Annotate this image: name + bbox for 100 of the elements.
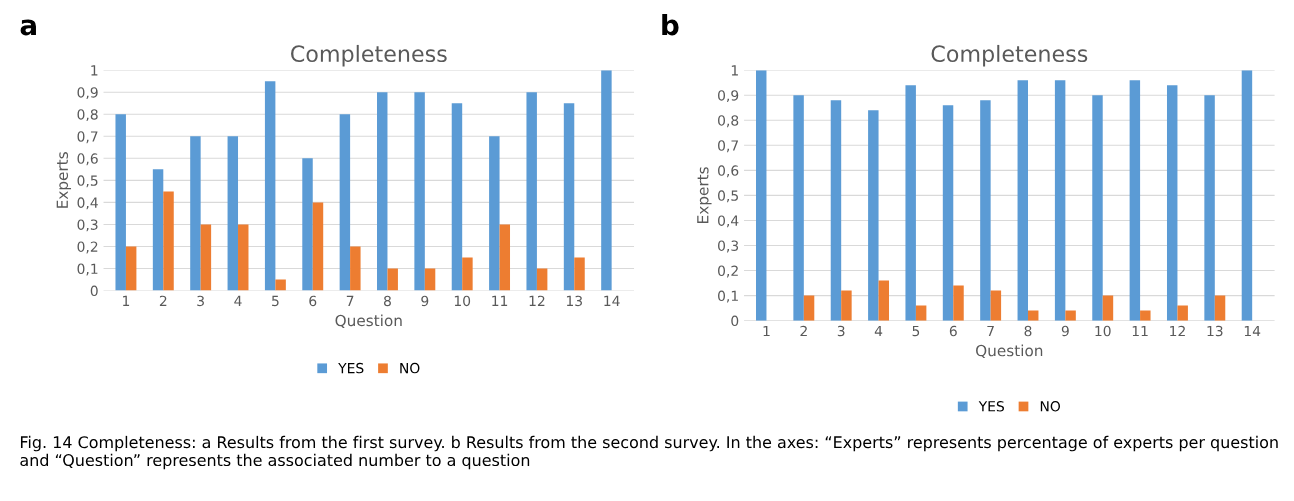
bar [1140,310,1151,321]
x-tick-label: 3 [197,295,204,307]
y-tick-label: 0,9 [718,90,739,103]
y-tick-label: 0,9 [77,87,98,100]
x-tick-label: 4 [874,325,883,337]
x-axis-title: Question [976,344,1043,359]
bar [841,290,852,321]
x-tick-label: 8 [383,295,391,307]
y-tick-label: 0 [731,315,739,327]
bar [526,92,537,291]
y-tick-label: 0,6 [77,153,98,166]
y-tick-label: 0,8 [718,115,739,128]
chart-title: Completeness [931,44,1088,67]
bar [339,114,351,291]
bar [200,224,212,291]
bar [152,169,164,291]
bar [1177,305,1188,321]
x-tick-label: 14 [1244,325,1261,337]
bar [227,136,239,291]
chart-title: Completeness [291,44,447,67]
y-tick-label: 0,4 [718,215,739,228]
x-tick-label: 4 [234,295,242,306]
bar [1102,295,1114,321]
x-tick-label: 7 [987,325,994,337]
bar [1054,80,1066,321]
bar [489,136,500,291]
y-tick-label: 0,7 [718,140,738,153]
x-tick-label: 6 [949,325,957,337]
y-tick-label: 1 [91,65,98,76]
y-tick-label: 0,2 [718,265,738,278]
bar [1017,80,1028,321]
bar [1214,295,1226,321]
bar [424,268,436,291]
y-axis-title: Experts [697,167,712,223]
bar [1241,70,1253,321]
bar [1166,85,1178,321]
y-tick-label: 0 [90,285,98,297]
y-tick-label: 0,1 [718,290,738,303]
bar [115,114,126,291]
legend-label: NO [1040,401,1061,412]
bar [601,70,612,291]
x-tick-label: 7 [346,295,354,306]
legend-label: YES [338,362,364,374]
y-tick-label: 0,3 [77,219,98,232]
bar [1129,80,1141,321]
x-axis-title: Question [335,314,402,329]
x-tick-label: 6 [309,295,317,307]
x-tick-label: 9 [421,295,429,307]
bar [275,279,286,291]
x-tick-label: 1 [123,295,130,306]
bar [350,246,361,291]
bar [387,268,398,291]
bar [451,103,463,291]
bar [793,95,804,321]
bar [830,100,842,321]
x-tick-label: 5 [272,295,279,307]
bar [536,268,548,291]
y-tick-label: 0,3 [718,240,739,253]
x-tick-label: 2 [800,325,807,337]
x-tick-label: 13 [1207,325,1223,337]
y-tick-label: 0,8 [77,109,98,122]
bar [125,246,137,291]
y-tick-label: 0,7 [77,131,98,144]
bar [1204,95,1215,321]
y-tick-label: 0,5 [77,175,98,188]
x-tick-label: 10 [1095,325,1111,337]
bar [499,224,511,291]
y-axis-title: Experts [56,152,72,208]
x-tick-label: 11 [1132,325,1148,337]
bar [953,285,964,321]
bar [414,92,425,291]
bar [803,295,815,321]
bar [377,92,388,291]
x-tick-label: 14 [604,295,620,306]
bar [163,191,174,291]
x-tick-label: 5 [912,325,920,337]
bar [1092,95,1103,321]
x-tick-label: 13 [566,295,582,307]
x-tick-label: 1 [763,325,770,337]
text: a [20,19,36,36]
x-tick-label: 8 [1024,325,1032,337]
y-tick-label: 1 [731,65,738,76]
legend-label: NO [400,362,420,374]
bar [868,110,879,321]
bar [264,81,276,291]
bar [980,100,991,321]
bar [905,85,916,321]
bar [312,202,324,291]
bar [574,257,585,291]
bar [302,158,313,291]
x-tick-label: 12 [1170,325,1185,337]
text: b [662,13,679,36]
x-tick-label: 11 [492,295,508,306]
x-tick-label: 2 [159,295,167,306]
bar [942,105,954,321]
y-tick-label: 0,6 [718,165,739,178]
bar [1065,310,1076,321]
y-tick-label: 0,5 [718,190,738,203]
bar [190,136,201,291]
bar [878,280,890,321]
